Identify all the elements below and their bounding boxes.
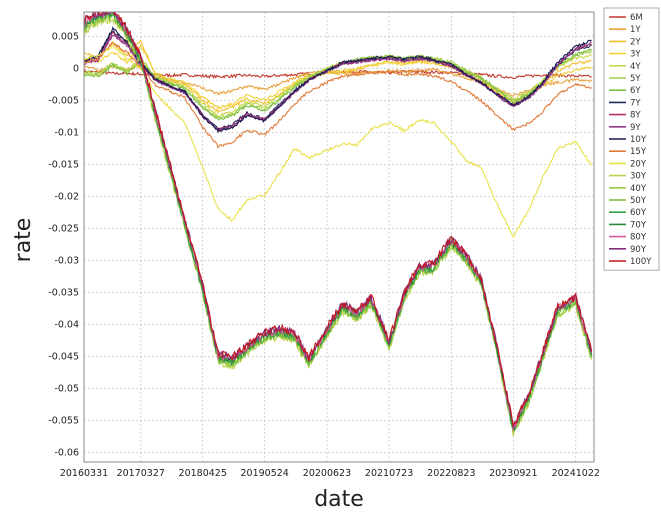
legend-entry: 10Y: [630, 135, 647, 145]
legend-entry: 30Y: [630, 172, 647, 182]
x-tick-label: 20241022: [552, 468, 600, 479]
legend-entry: 15Y: [630, 147, 647, 157]
legend-entry: 6Y: [630, 86, 641, 96]
x-tick-label: 20190524: [241, 468, 289, 479]
y-tick-label: -0.025: [48, 223, 79, 234]
legend: 6M 1Y 2Y 3Y 4Y 5Y 6Y 7Y 8Y 9Y 10Y 15Y 20Y 30Y 40Y 50Y 60…: [604, 8, 659, 270]
legend-entry: 7Y: [630, 98, 641, 108]
y-tick-label: -0.005: [48, 95, 79, 106]
y-tick-label: -0.03: [54, 255, 79, 266]
legend-entry: 6M: [630, 13, 643, 23]
legend-entry: 90Y: [630, 245, 647, 255]
legend-entry: 9Y: [630, 123, 641, 133]
x-tick-label: 20210723: [365, 468, 413, 479]
y-tick-label: -0.02: [54, 191, 79, 202]
legend-entry: 3Y: [630, 50, 641, 60]
y-axis-label: rate: [11, 218, 36, 263]
legend-entry: 20Y: [630, 159, 647, 169]
y-tick-label: -0.04: [54, 319, 79, 330]
y-tick-label: -0.055: [48, 415, 79, 426]
legend-entry: 60Y: [630, 208, 647, 218]
x-tick-label: 20180425: [179, 468, 227, 479]
x-tick-label: 20220823: [427, 468, 475, 479]
x-axis: 20160331 20170327 20180425 20190524 20200623…: [60, 468, 600, 479]
x-tick-label: 20230921: [489, 468, 537, 479]
legend-entry: 100Y: [630, 257, 652, 267]
legend-entry: 8Y: [630, 111, 641, 121]
y-tick-label: -0.045: [48, 351, 79, 362]
legend-entry: 1Y: [630, 25, 641, 35]
y-axis: 0.005 0 -0.005 -0.01 -0.015 -0.02 -0.025 -0.03 -…: [48, 31, 79, 458]
y-tick-label: -0.05: [54, 383, 79, 394]
y-tick-label: -0.035: [48, 287, 79, 298]
y-tick-label: -0.01: [54, 127, 79, 138]
x-tick-label: 20170327: [117, 468, 165, 479]
legend-entry: 2Y: [630, 37, 641, 47]
x-tick-label: 20200623: [303, 468, 351, 479]
x-tick-label: 20160331: [60, 468, 108, 479]
legend-entry: 70Y: [630, 220, 647, 230]
y-tick-label: 0.005: [52, 31, 79, 42]
y-tick-label: -0.015: [48, 159, 79, 170]
y-tick-label: -0.06: [54, 447, 79, 458]
legend-entry: 80Y: [630, 233, 647, 243]
legend-entry: 5Y: [630, 74, 641, 84]
legend-entry: 4Y: [630, 62, 641, 72]
legend-entry: 40Y: [630, 184, 647, 194]
x-axis-label: date: [314, 487, 364, 512]
y-tick-label: 0: [73, 63, 79, 74]
legend-entry: 50Y: [630, 196, 647, 206]
